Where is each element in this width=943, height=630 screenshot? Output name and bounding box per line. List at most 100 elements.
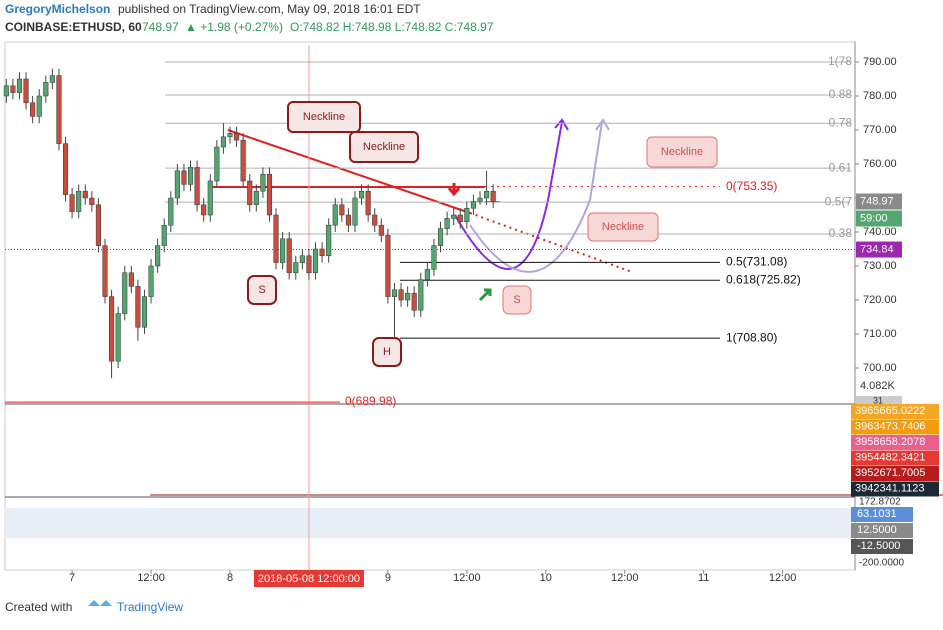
candle-body [168,197,174,226]
price-badge-label: 748.97 [860,195,894,207]
footer-brand[interactable]: TradingView [117,600,183,614]
y-tick-label: 700.00 [863,362,897,374]
change: ▲ +1.98 (+0.27%) [185,20,283,34]
symbol: COINBASE:ETHUSD, 60 [5,20,142,34]
projection [454,121,563,270]
candle-body [470,201,476,209]
candle-body [424,269,430,280]
ind-badge [851,481,939,497]
candles [3,68,496,379]
candle-body [306,255,312,274]
ohlc: O:748.82 H:748.98 L:748.82 C:748.97 [290,20,494,34]
price-badge-label: 734.84 [860,243,894,255]
candle-body [122,272,128,314]
candle-body [286,238,292,274]
ind-badge [851,450,939,466]
ind-badge [851,539,913,554]
y-tick-label: 790.00 [863,56,897,68]
timer: 59:00 [860,212,888,224]
ind-badge-label: 12.5000 [857,524,897,536]
candle-body [207,180,213,216]
callout-box [646,136,718,168]
price-badge [856,241,902,258]
candle-body [227,133,233,138]
x-tick-label: 12:00 [611,572,639,584]
candle-body [280,238,286,263]
trendline [227,129,471,214]
candle-body [457,214,463,223]
y-tick-label: 770.00 [863,124,897,136]
pattern-box [372,337,402,367]
candle-body [345,214,351,226]
ind-badge [851,466,939,481]
fib-red-label: 1(708.80) [726,330,777,344]
crosshair-bg [253,570,364,587]
candle-body [155,245,161,267]
candle-body [16,78,23,93]
y-tick-label: 760.00 [863,158,897,170]
ind-badge-label: 3963473.7406 [855,420,925,432]
x-tick-label: 7 [69,572,75,584]
author[interactable]: GregoryMichelson [5,2,110,16]
published: published on TradingView.com, May 09, 20… [118,2,421,16]
candle-body [319,248,325,257]
candle-body [89,197,95,206]
candle-body [161,224,167,246]
fib-label: 0.5(7 [825,194,853,208]
candle-body [260,173,266,192]
candle-body [372,214,378,226]
candle-body [10,85,16,93]
ind-badge-label: -12.5000 [857,540,900,552]
x-tick-label: 9 [385,572,391,584]
candle-body [332,204,338,226]
ind-badge-label: 3958658.2078 [855,436,925,448]
ind-badge-label: 3954482.3421 [855,451,925,463]
candle-body [23,78,29,104]
pattern-label: S [513,294,520,306]
candle-body [339,204,345,216]
candle-body [3,85,9,97]
ind-badge [851,404,939,419]
candle-body [326,224,332,257]
fib-label: 0.61 [829,160,853,174]
up-arrow [478,288,492,302]
candle-body [312,248,319,274]
candle-body [378,224,384,236]
candle-body [220,136,226,148]
candle-body [477,197,483,202]
candle-body [266,173,273,216]
pattern-box [502,285,532,315]
candle-body [201,204,207,216]
fib-red-label: 0(689.98) [345,394,396,408]
callout-text: Neckline [661,146,703,158]
candle-body [490,190,496,202]
y-tick-label: 710.00 [863,328,897,340]
candle-body [352,197,358,226]
pattern-box [247,275,277,305]
candle-body [240,139,246,182]
ind-badge-label: 3952671.7005 [855,467,925,479]
y-tick-label: 740.00 [863,226,897,238]
callout-text: Neckline [602,221,644,233]
candle-body [418,279,424,311]
footer-created: Created with [5,600,72,614]
callout-box [349,131,419,163]
ind-badge-label: 63.1031 [857,508,897,520]
callout-box [287,101,361,133]
candle-body [299,255,305,263]
y-tick-label: 720.00 [863,294,897,306]
candle-body [365,190,371,216]
candle-body [76,190,82,212]
candle-body [273,214,279,263]
candle-body [181,170,187,185]
fib-label: 0.78 [829,115,853,129]
pattern-label: H [383,346,391,358]
down-arrow [447,183,461,197]
candle-body [444,218,450,229]
ind-badge [851,419,939,435]
fib-label: 1(78 [828,54,852,68]
fib-red-label: 0(753.35) [726,179,777,193]
candle-body [431,245,437,270]
ind-hidden: 172.8702 [859,497,901,508]
